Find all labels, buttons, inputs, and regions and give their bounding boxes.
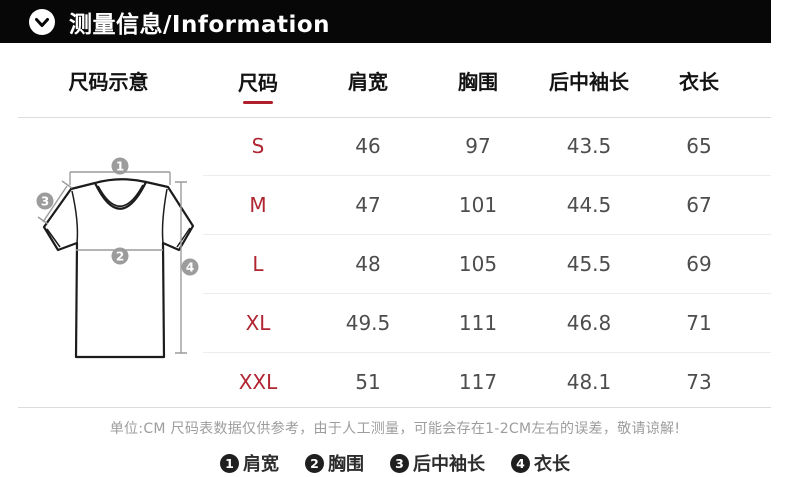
measurement-disclaimer: 单位:CM 尺码表数据仅供参考，由于人工测量，可能会存在1-2CM左右的误差，敬… [109,421,681,437]
sleeve-value: 45.5 [566,252,612,276]
length-value: 69 [686,252,712,276]
marker-4: 4 [186,261,194,275]
length-value: 73 [686,370,712,394]
length-value: 65 [686,134,712,158]
table-bottom-divider [18,407,771,408]
table-row-xl: XL 49.5 111 46.8 71 [203,294,771,353]
legend-item-shoulder: 1 肩宽 [220,450,279,476]
tshirt-measurement-illustration: 1 2 3 4 [36,157,199,359]
length-value: 71 [686,311,712,335]
shoulder-value: 49.5 [345,311,391,335]
shoulder-value: 46 [355,134,381,158]
section-title: 测量信息/Information [69,11,331,38]
chest-value: 97 [465,134,491,158]
size-table: 尺码示意 尺码 肩宽 胸围 后中袖长 衣长 [0,43,771,408]
size-label: L [252,252,264,276]
legend-label: 衣长 [534,454,570,475]
sleeve-value: 46.8 [566,311,612,335]
shoulder-value: 47 [355,193,381,217]
legend-label: 后中袖长 [413,454,485,475]
size-label: M [249,193,267,217]
length-value: 67 [686,193,712,217]
table-row-m: M 47 101 44.5 67 [203,176,771,235]
legend-item-chest: 2 胸围 [305,450,364,476]
section-header-bar[interactable]: 测量信息/Information [0,0,771,43]
chest-value: 111 [458,311,498,335]
sleeve-measure-line [37,180,73,225]
column-header-shoulder: 肩宽 [348,69,388,94]
marker-3: 3 [41,195,49,209]
marker-2: 2 [116,250,124,264]
legend-label: 肩宽 [243,454,279,475]
chest-value: 105 [458,252,498,276]
legend-number-4-icon: 4 [511,453,530,473]
sleeve-value: 48.1 [566,370,612,394]
column-header-length: 衣长 [679,69,719,94]
shoulder-value: 51 [355,370,381,394]
size-column-underline [243,100,273,104]
column-header-sleeve: 后中袖长 [549,69,629,94]
chest-value: 101 [458,193,498,217]
sleeve-value: 44.5 [566,193,612,217]
column-header-size: 尺码 [203,57,313,104]
legend-item-sleeve: 3 后中袖长 [390,450,485,476]
header-divider [18,117,771,118]
size-label: S [251,134,265,158]
marker-1: 1 [116,160,124,174]
legend-number-1-icon: 1 [220,453,239,473]
legend-number-2-icon: 2 [305,453,324,473]
chest-value: 117 [458,370,498,394]
size-label: XXL [238,370,278,394]
measure-markers: 1 2 3 4 [36,157,199,276]
length-measure-line [175,181,187,354]
size-label: XL [245,311,271,335]
sleeve-value: 43.5 [566,134,612,158]
measurement-legend: 1 肩宽 2 胸围 3 后中袖长 4 衣长 [0,450,790,476]
size-table-body: S 46 97 43.5 65 M 47 101 44.5 67 L 48 10… [203,117,771,411]
legend-number-3-icon: 3 [390,453,409,473]
column-header-illustration: 尺码示意 [68,69,149,94]
table-row-s: S 46 97 43.5 65 [203,117,771,176]
legend-item-length: 4 衣长 [511,450,570,476]
table-row-l: L 48 105 45.5 69 [203,235,771,294]
shoulder-value: 48 [355,252,381,276]
collapse-chevron-icon[interactable] [29,8,55,35]
column-header-chest: 胸围 [458,69,498,94]
size-table-header-row: 尺码示意 尺码 肩宽 胸围 后中袖长 衣长 [0,43,771,117]
table-row-xxl: XXL 51 117 48.1 73 [203,353,771,411]
legend-label: 胸围 [328,454,364,475]
